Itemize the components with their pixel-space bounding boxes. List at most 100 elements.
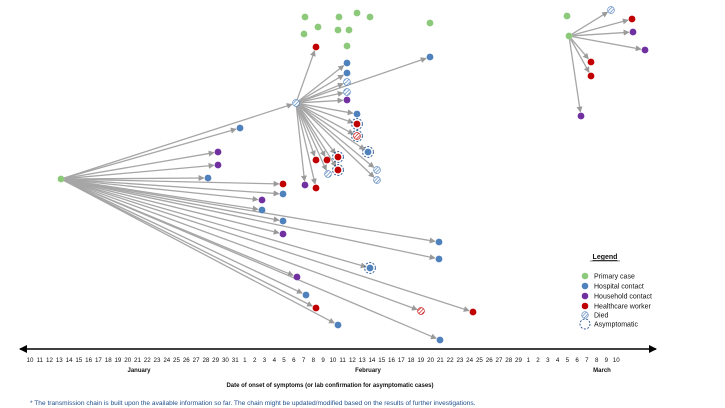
transmission-arrow bbox=[64, 178, 280, 197]
tick-label: 4 bbox=[556, 357, 560, 364]
axis-title: Date of onset of symptoms (or lab confir… bbox=[226, 383, 433, 389]
legend-died-label: Died bbox=[594, 313, 609, 320]
asymptomatic-ring bbox=[332, 151, 344, 163]
tick-label: 25 bbox=[476, 357, 483, 364]
legend-asymptomatic-label: Asymptomatic bbox=[594, 322, 638, 329]
tick-label: 29 bbox=[515, 357, 522, 364]
transmission-arrow bbox=[64, 178, 280, 187]
transmission-arrow bbox=[64, 179, 470, 312]
transmission-arrow bbox=[572, 29, 630, 37]
tick-label: 16 bbox=[85, 357, 92, 364]
legend-healthcare-swatch bbox=[581, 302, 589, 310]
transmission-arrow bbox=[298, 104, 375, 178]
transmission-arrow bbox=[571, 11, 609, 35]
transmission-arrow bbox=[298, 104, 375, 168]
timeline-tick-labels: 10 11 12 13 14 15 16 17 18 19 20 21 22 23 24 25 26 27 28 29… bbox=[27, 357, 621, 364]
legend-household-swatch bbox=[581, 292, 589, 300]
legend-household-label: Household contact bbox=[594, 294, 652, 301]
hospital-case-node bbox=[236, 124, 244, 132]
tick-label: 19 bbox=[114, 357, 121, 364]
hospital-case-node bbox=[302, 291, 310, 299]
hospital-case-node bbox=[279, 217, 287, 225]
hospital-case-node bbox=[373, 166, 381, 174]
tick-label: 13 bbox=[359, 357, 366, 364]
transmission-arrow bbox=[63, 179, 303, 294]
footnote: * The transmission chain is built upon t… bbox=[30, 400, 476, 407]
tick-label: 30 bbox=[222, 357, 229, 364]
transmission-arrow bbox=[64, 150, 215, 180]
healthcare-case-node bbox=[312, 304, 320, 312]
tick-label: 2 bbox=[253, 357, 257, 364]
month-label-january: January bbox=[127, 368, 151, 374]
tick-label: 4 bbox=[273, 357, 277, 364]
legend-asymptomatic-swatch bbox=[579, 318, 591, 330]
tick-label: 20 bbox=[124, 357, 131, 364]
timeline-axis: 10 11 12 13 14 15 16 17 18 19 20 21 22 23 24 25 26 27 28 29… bbox=[19, 345, 657, 389]
transmission-arrow bbox=[297, 105, 336, 155]
transmission-arrow bbox=[298, 104, 354, 135]
tick-label: 31 bbox=[232, 357, 239, 364]
transmission-arrow bbox=[298, 103, 354, 124]
transmission-arrow bbox=[64, 162, 215, 180]
case-nodes bbox=[57, 6, 649, 344]
transmission-arrow bbox=[298, 104, 366, 151]
transmission-arrow bbox=[298, 74, 345, 102]
hospital-case-node bbox=[279, 190, 287, 198]
tick-label: 11 bbox=[37, 357, 44, 364]
healthcare-case-node bbox=[587, 58, 595, 66]
transmission-arrow bbox=[296, 106, 317, 185]
tick-label: 10 bbox=[613, 357, 620, 364]
primary-case-node bbox=[57, 175, 65, 183]
asymptomatic-ring bbox=[364, 262, 376, 274]
transmission-arrow bbox=[570, 38, 589, 60]
tick-label: 28 bbox=[505, 357, 512, 364]
legend-died-swatch bbox=[581, 311, 589, 319]
tick-label: 7 bbox=[585, 357, 589, 364]
tick-label: 14 bbox=[368, 357, 375, 364]
transmission-arrow bbox=[296, 50, 316, 101]
legend-primary-swatch bbox=[581, 272, 589, 280]
transmission-arrow bbox=[64, 179, 436, 260]
tick-label: 5 bbox=[566, 357, 570, 364]
tick-label: 26 bbox=[486, 357, 493, 364]
transmission-arrow bbox=[63, 180, 335, 324]
hospital-case-node bbox=[292, 99, 300, 107]
legend: Legend Primary case Hospital contact Hou… bbox=[579, 254, 652, 330]
transmission-arrow bbox=[296, 105, 316, 157]
healthcare-case-node bbox=[323, 156, 331, 164]
tick-label: 7 bbox=[302, 357, 306, 364]
tick-label: 19 bbox=[417, 357, 424, 364]
primary-case-node bbox=[353, 9, 361, 17]
transmission-arrow bbox=[298, 82, 344, 103]
tick-label: 21 bbox=[134, 357, 141, 364]
transmission-arrow bbox=[64, 178, 436, 244]
hospital-case-node bbox=[436, 336, 444, 344]
tick-label: 26 bbox=[183, 357, 190, 364]
tick-label: 12 bbox=[349, 357, 356, 364]
transmission-arrow bbox=[570, 38, 590, 73]
tick-label: 23 bbox=[456, 357, 463, 364]
tick-label: 8 bbox=[595, 357, 599, 364]
tick-label: 9 bbox=[321, 357, 325, 364]
tick-label: 12 bbox=[46, 357, 53, 364]
transmission-arrow bbox=[299, 97, 344, 104]
primary-case-node bbox=[343, 42, 351, 50]
transmission-arrow bbox=[298, 57, 427, 103]
healthcare-case-node bbox=[353, 132, 361, 140]
tick-label: 1 bbox=[527, 357, 531, 364]
tick-label: 27 bbox=[496, 357, 503, 364]
asymptomatic-ring bbox=[362, 146, 374, 158]
transmission-arrow bbox=[64, 175, 205, 182]
hospital-case-node bbox=[366, 264, 374, 272]
tick-label: 11 bbox=[339, 357, 346, 364]
tick-label: 3 bbox=[263, 357, 267, 364]
transmission-arrow bbox=[572, 18, 629, 36]
household-case-node bbox=[258, 196, 266, 204]
hospital-case-node bbox=[324, 170, 332, 178]
asymptomatic-ring bbox=[332, 164, 344, 176]
healthcare-case-node bbox=[312, 43, 320, 51]
transmission-arrow bbox=[64, 178, 280, 223]
hospital-case-node bbox=[607, 6, 615, 14]
tick-label: 14 bbox=[66, 357, 73, 364]
